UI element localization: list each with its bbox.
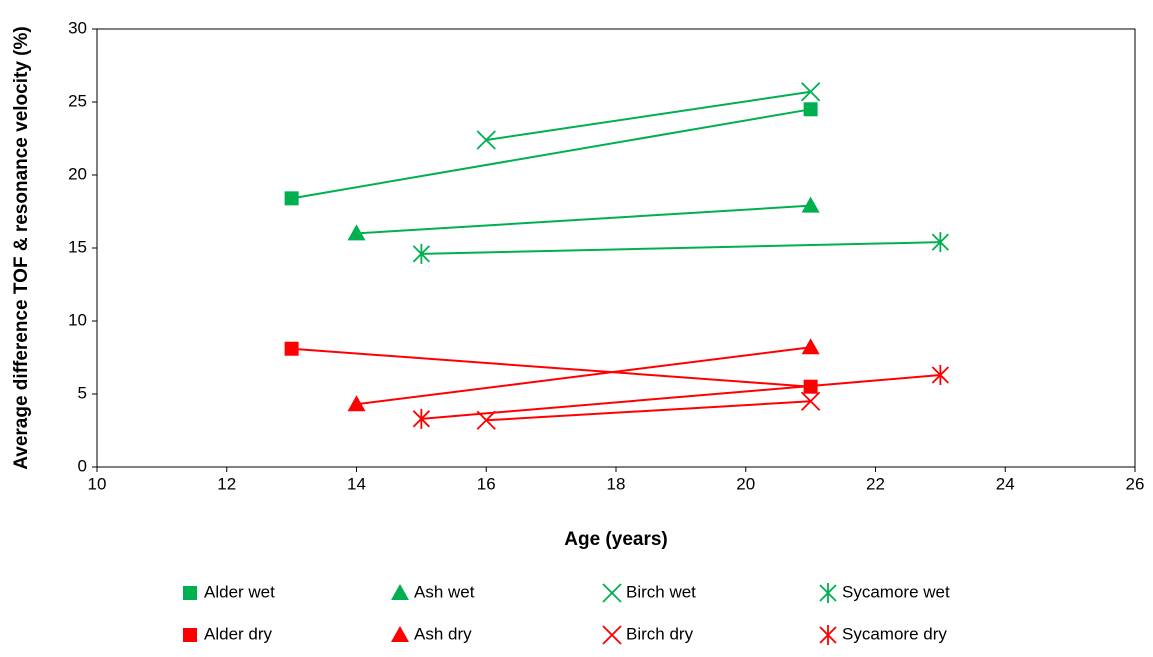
y-tick-label: 5 — [78, 383, 87, 402]
marker — [931, 232, 950, 253]
marker — [347, 395, 366, 412]
legend-entry: Ash dry — [391, 624, 472, 643]
marker — [801, 338, 820, 355]
legend-marker — [602, 625, 622, 645]
marker — [284, 341, 299, 356]
legend-entry: Sycamore wet — [819, 582, 950, 603]
x-tick-label: 10 — [88, 474, 107, 493]
y-tick-label: 30 — [68, 18, 87, 37]
x-tick-label: 24 — [996, 474, 1015, 493]
legend-marker — [391, 626, 409, 642]
legend-marker — [183, 586, 197, 600]
legend-label: Birch dry — [626, 624, 694, 643]
legend-label: Sycamore wet — [842, 582, 950, 601]
series-line — [356, 204, 811, 235]
x-tick-label: 26 — [1126, 474, 1145, 493]
legend-marker — [819, 583, 837, 603]
legend-entry: Alder dry — [183, 624, 273, 643]
x-tick-label: 18 — [607, 474, 626, 493]
legend-label: Ash dry — [414, 624, 472, 643]
legend-label: Sycamore dry — [842, 624, 947, 643]
x-tick-label: 20 — [736, 474, 755, 493]
marker — [476, 130, 496, 150]
series-line — [356, 346, 811, 406]
legend-label: Birch wet — [626, 582, 696, 601]
y-tick-label: 20 — [68, 164, 87, 183]
x-tick-label: 12 — [217, 474, 236, 493]
legend-label: Alder wet — [204, 582, 275, 601]
marker — [801, 196, 820, 213]
plot-area — [96, 28, 1136, 468]
marker — [803, 102, 818, 117]
y-tick-label: 10 — [68, 310, 87, 329]
series-line — [486, 90, 811, 141]
marker — [347, 224, 366, 241]
x-tick-label: 14 — [347, 474, 366, 493]
marker — [800, 82, 821, 102]
series-line — [421, 374, 941, 420]
y-tick-label: 25 — [68, 91, 87, 110]
marker — [412, 408, 431, 429]
y-axis-title: Average difference TOF & resonance veloc… — [11, 26, 32, 470]
legend-entry: Sycamore dry — [819, 624, 947, 645]
x-axis-title: Age (years) — [564, 529, 668, 550]
legend-marker — [391, 584, 409, 600]
legend-entry: Birch dry — [602, 624, 694, 645]
legend-entry: Alder wet — [183, 582, 275, 601]
y-tick-label: 15 — [68, 237, 87, 256]
marker — [284, 191, 299, 206]
legend-marker — [819, 625, 837, 645]
series-line — [486, 400, 811, 422]
legend-label: Ash wet — [414, 582, 475, 601]
x-tick-label: 16 — [477, 474, 496, 493]
y-tick-label: 0 — [78, 456, 87, 475]
marker — [931, 365, 950, 386]
marker — [412, 243, 431, 264]
series-line — [291, 108, 811, 200]
marker — [800, 391, 821, 411]
series-line — [291, 347, 811, 388]
legend-marker — [602, 583, 622, 603]
legend-entry: Birch wet — [602, 582, 696, 603]
legend-marker — [183, 628, 197, 642]
legend-label: Alder dry — [204, 624, 273, 643]
legend-entry: Ash wet — [391, 582, 475, 601]
x-tick-label: 22 — [866, 474, 885, 493]
series-line — [421, 241, 941, 255]
